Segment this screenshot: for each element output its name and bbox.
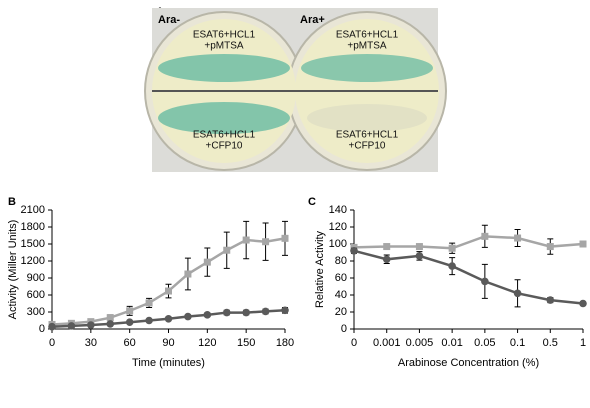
marker <box>145 299 153 307</box>
plate-condition: Ara- <box>158 14 180 26</box>
marker <box>415 243 423 251</box>
marker <box>448 262 456 270</box>
marker <box>546 243 554 251</box>
marker <box>481 277 489 286</box>
marker <box>579 299 587 308</box>
y-tick-label: 600 <box>27 289 45 301</box>
marker <box>203 311 212 319</box>
marker <box>513 289 522 298</box>
x-tick-label: 30 <box>85 337 97 349</box>
marker <box>382 255 391 264</box>
x-tick-label: 120 <box>198 337 216 349</box>
x-axis-title: Arabinose Concentration (%) <box>398 357 539 369</box>
marker <box>383 243 391 251</box>
y-tick-label: 1800 <box>21 221 45 233</box>
marker <box>223 246 231 254</box>
y-tick-label: 40 <box>335 289 347 301</box>
marker <box>145 316 153 325</box>
y-tick-label: 140 <box>329 204 347 216</box>
panel-label: B <box>8 196 16 208</box>
x-tick-label: 1 <box>580 337 586 349</box>
marker <box>242 308 250 317</box>
x-tick-label: 150 <box>237 337 255 349</box>
marker <box>106 320 115 328</box>
plate-label: +CFP10 <box>349 141 386 152</box>
marker <box>242 236 250 244</box>
y-tick-label: 900 <box>27 272 45 284</box>
marker <box>125 318 134 327</box>
marker <box>481 232 489 240</box>
colony-streak <box>301 54 433 82</box>
y-axis-title: Activity (Miller Units) <box>7 220 19 320</box>
series-line <box>353 249 584 305</box>
y-tick-label: 0 <box>341 323 347 335</box>
y-axis-title: Relative Activity <box>314 230 326 308</box>
marker <box>87 321 95 329</box>
plate-label: ESAT6+HCL1 <box>193 30 256 41</box>
x-tick-label: 0.01 <box>441 337 462 349</box>
marker <box>184 312 192 321</box>
marker <box>222 308 231 317</box>
marker <box>184 270 192 278</box>
plate-label: ESAT6+HCL1 <box>336 30 399 41</box>
marker <box>203 258 211 266</box>
marker <box>281 306 289 315</box>
marker <box>514 234 522 242</box>
marker <box>126 307 134 315</box>
marker <box>448 244 456 252</box>
y-tick-label: 20 <box>335 306 347 318</box>
x-tick-label: 180 <box>276 337 294 349</box>
marker <box>262 238 270 246</box>
plate-condition: Ara+ <box>300 14 325 26</box>
x-tick-label: 0.05 <box>474 337 495 349</box>
y-tick-label: 100 <box>329 238 347 250</box>
marker <box>165 287 172 295</box>
y-tick-label: 2100 <box>21 204 45 216</box>
marker <box>48 322 56 331</box>
marker <box>164 315 173 323</box>
marker <box>281 234 289 242</box>
marker <box>261 307 270 316</box>
colony-streak <box>158 54 290 82</box>
x-tick-label: 0.005 <box>406 337 434 349</box>
marker <box>579 240 587 248</box>
plate-label: ESAT6+HCL1 <box>336 130 399 141</box>
marker <box>350 247 358 255</box>
y-tick-label: 0 <box>39 323 45 335</box>
series-line <box>353 235 584 250</box>
plate-label: ESAT6+HCL1 <box>193 130 256 141</box>
x-tick-label: 0 <box>351 337 357 349</box>
plate-label: +CFP10 <box>206 141 243 152</box>
y-tick-label: 300 <box>27 306 45 318</box>
y-tick-label: 1200 <box>21 255 45 267</box>
plate-label: +pMTSA <box>204 41 244 52</box>
x-tick-label: 90 <box>162 337 174 349</box>
x-tick-label: 60 <box>124 337 136 349</box>
x-tick-label: 0 <box>49 337 55 349</box>
colony-streak <box>158 102 290 134</box>
panel-label: C <box>308 196 316 208</box>
y-tick-label: 80 <box>335 255 347 267</box>
y-tick-label: 60 <box>335 272 347 284</box>
colony-streak <box>307 104 427 132</box>
plate-label: +pMTSA <box>347 41 387 52</box>
x-tick-label: 0.001 <box>373 337 401 349</box>
marker <box>546 296 555 304</box>
x-tick-label: 0.1 <box>510 337 525 349</box>
marker <box>67 322 76 330</box>
y-tick-label: 120 <box>329 221 347 233</box>
x-axis-title: Time (minutes) <box>132 357 205 369</box>
y-tick-label: 1500 <box>21 238 45 250</box>
x-tick-label: 0.5 <box>543 337 558 349</box>
marker <box>106 314 114 322</box>
marker <box>415 252 424 260</box>
